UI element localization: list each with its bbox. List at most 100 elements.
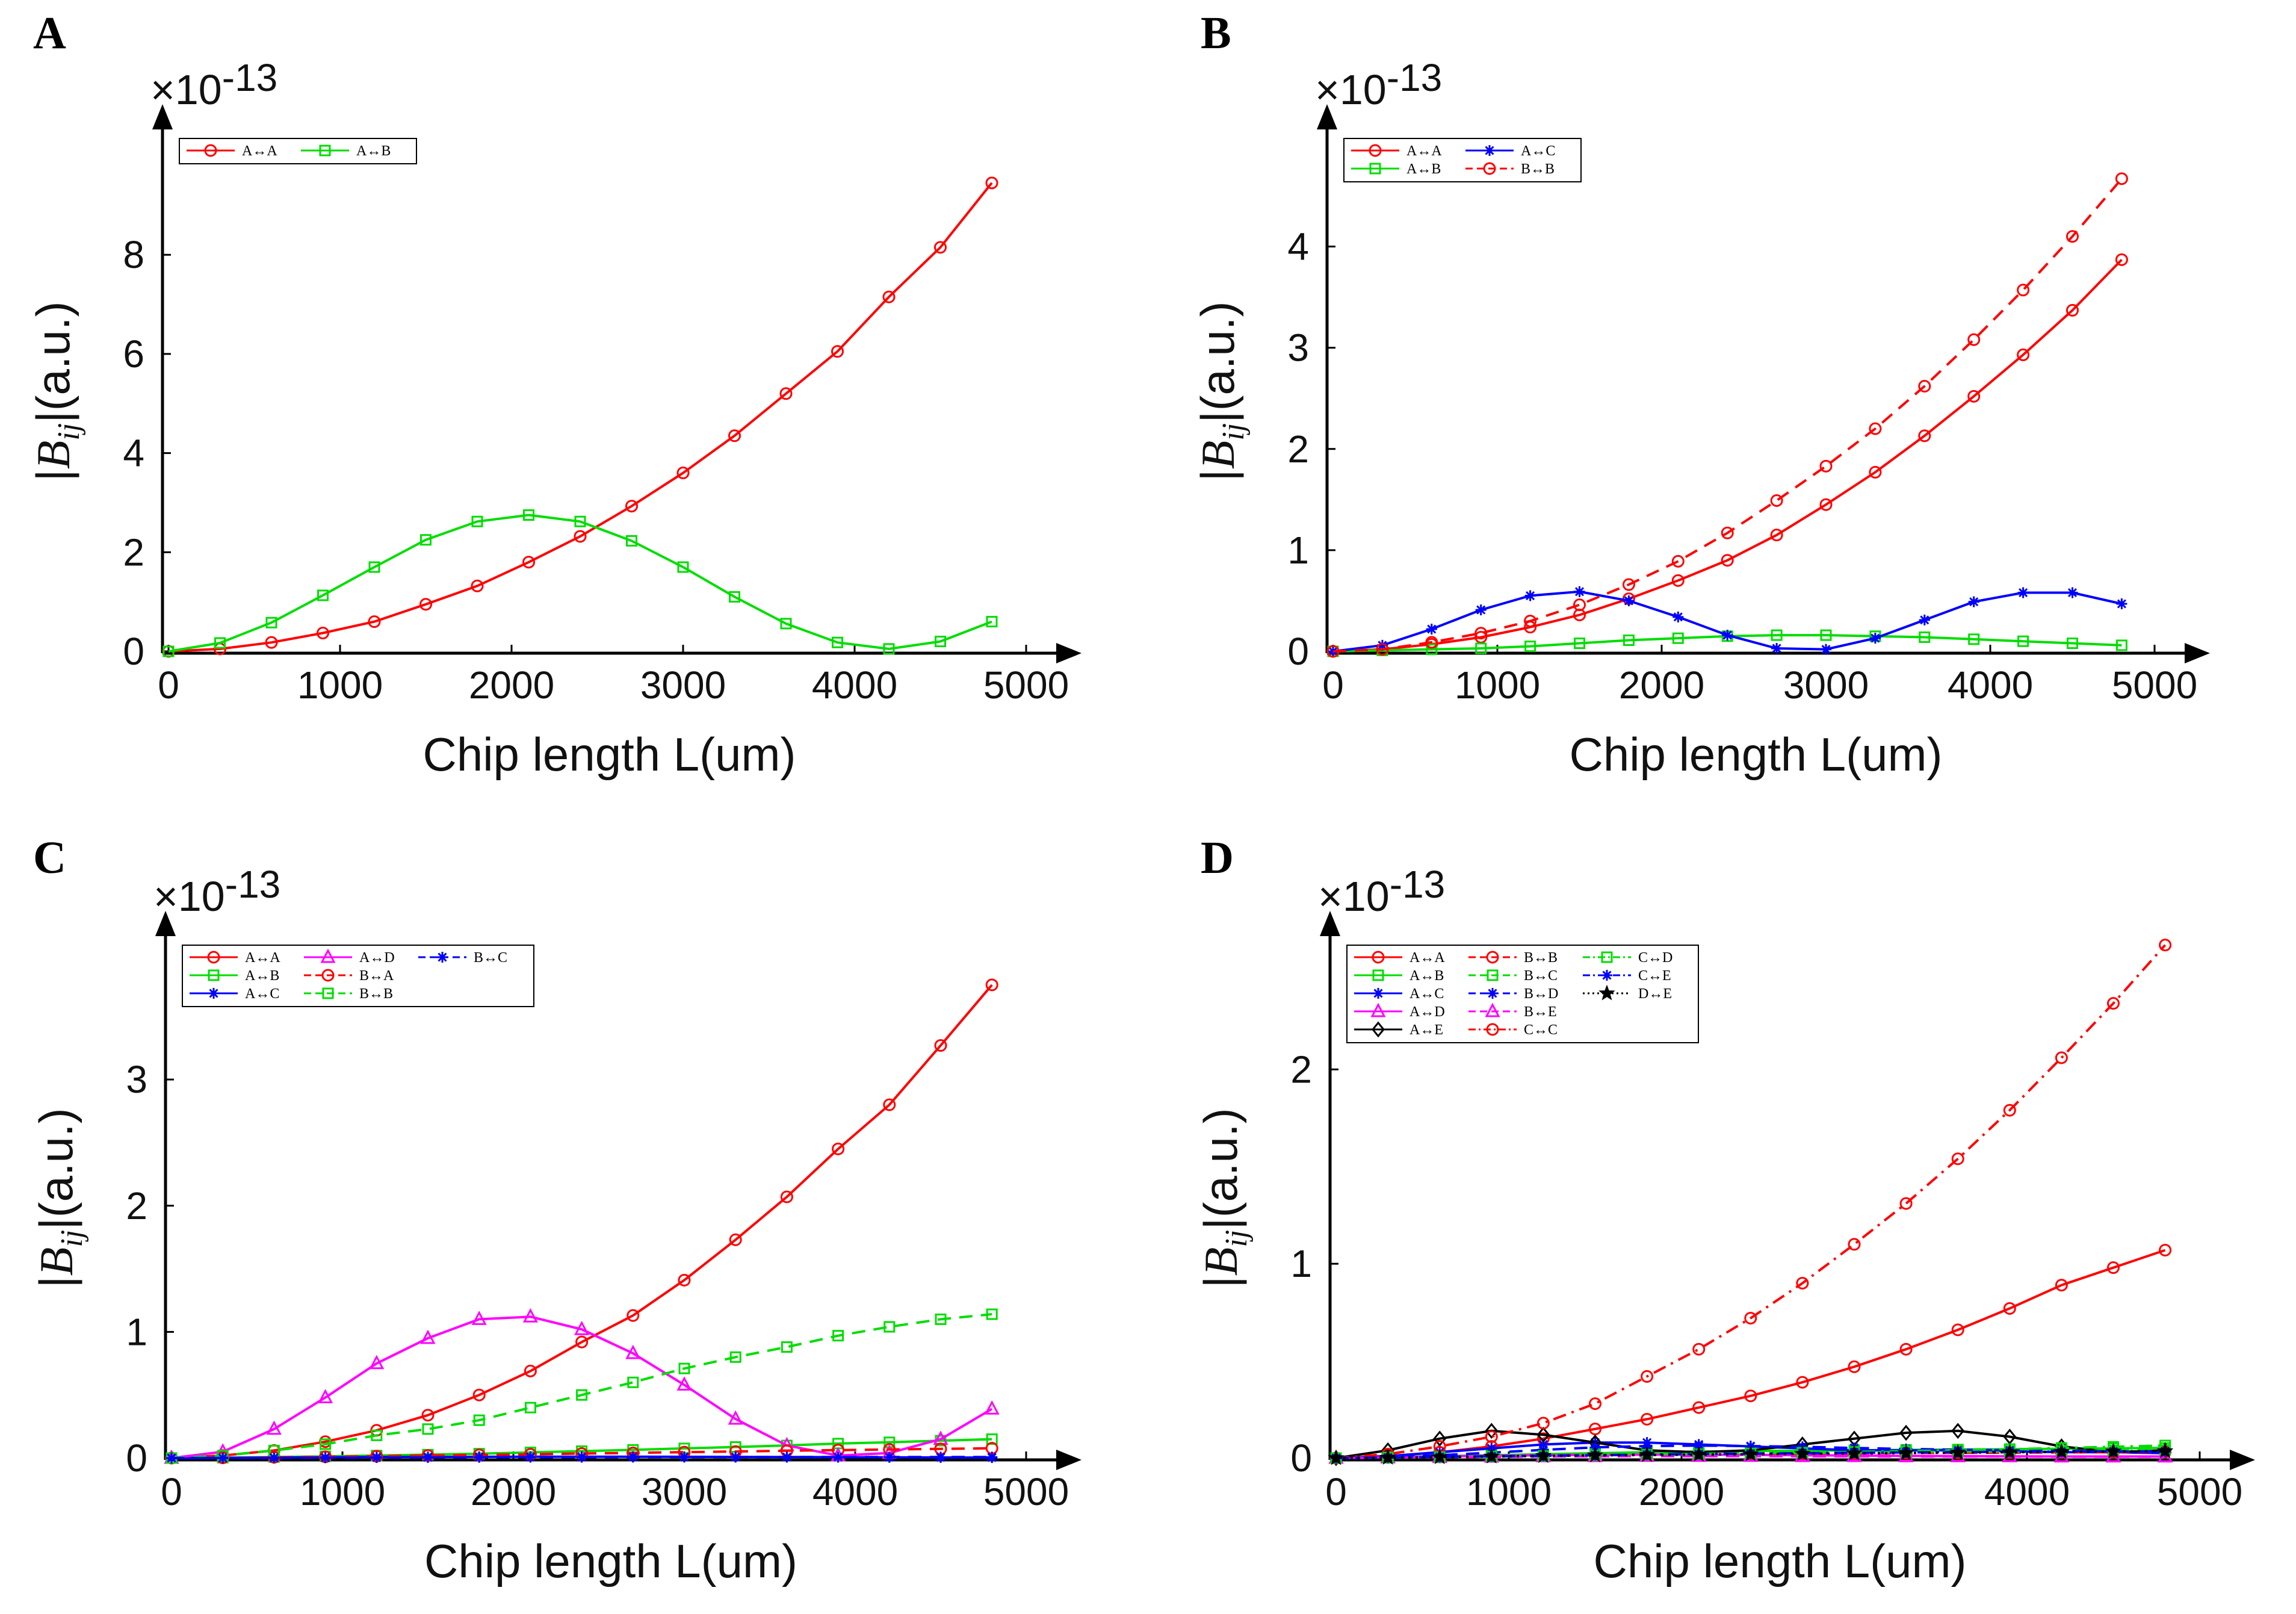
x-axis-label: Chip length L(um) (1594, 1535, 1967, 1588)
legend-item: A↔B (190, 968, 279, 984)
legend-item: A↔C (1354, 986, 1444, 1002)
data-point (832, 1142, 845, 1155)
legend: A↔A A↔B (179, 138, 417, 164)
x-tick-label: 5000 (2112, 663, 2197, 707)
data-point (217, 1452, 229, 1463)
legend-marker (208, 969, 220, 981)
data-point (679, 1451, 690, 1463)
legend-item: D↔E (1583, 984, 1672, 1002)
legend-item: B↔C (1468, 968, 1558, 984)
data-point (2105, 1442, 2122, 1459)
data-point (1968, 633, 1980, 645)
data-point (1692, 1401, 1706, 1414)
data-point (985, 978, 998, 992)
data-point (1770, 529, 1783, 542)
x-tick-label: 2000 (1639, 1470, 1724, 1513)
data-point (320, 1452, 331, 1463)
data-point (317, 589, 329, 601)
legend-label: B↔E (1524, 1004, 1557, 1020)
x-tick-label: 3000 (1783, 663, 1869, 707)
data-point (1426, 644, 1438, 656)
data-point (1623, 595, 1635, 606)
data-point (522, 556, 535, 569)
legend-box (1346, 945, 1699, 1043)
panel-letter: D (1201, 833, 1234, 883)
panel-b: B 0 1000 2000 3000 4000 5000 0 1 2 3 4 ×10-13 Chip le… (1191, 8, 2210, 781)
legend-label: B↔A (359, 968, 394, 984)
exponent-label: ×10-13 (1315, 56, 1442, 113)
legend: A↔A A↔B A↔C B↔B (1343, 138, 1582, 182)
y-tick-label: 4 (1287, 225, 1309, 268)
series-3 (1328, 586, 2127, 657)
data-point (1967, 390, 1981, 403)
data-point (166, 1453, 177, 1463)
panel-a: A 0 1000 2000 3000 4000 5000 0 2 4 6 8 ×10-13 Chip le… (26, 8, 1081, 781)
x-tick-label: 5000 (2157, 1470, 2242, 1513)
data-point (575, 1335, 589, 1349)
data-point (1693, 1440, 1704, 1451)
data-point (368, 561, 380, 573)
data-point (832, 1330, 844, 1342)
legend-item: A↔A (1354, 950, 1445, 966)
x-tick-label: 5000 (983, 663, 1069, 707)
series-13 (1328, 1442, 2174, 1465)
series-line (1332, 178, 2123, 653)
legend-label: A↔D (359, 950, 395, 966)
y-tick-label: 1 (126, 1310, 147, 1353)
legend-marker (1372, 969, 1384, 981)
data-point (627, 1309, 640, 1322)
series-line (1335, 1249, 2166, 1459)
x-tick-label: 1000 (1455, 663, 1540, 707)
data-point (2053, 1443, 2070, 1459)
legend-label: A↔D (1409, 1004, 1445, 1020)
data-point (1671, 574, 1685, 587)
legend-marker (1369, 163, 1381, 175)
x-axis-arrow (1056, 643, 1081, 663)
legend-label: A↔E (1409, 1022, 1443, 1038)
data-point (422, 1451, 433, 1463)
x-tick-label: 2000 (1619, 663, 1704, 707)
exponent-label: ×10-13 (150, 56, 277, 113)
legend-marker (320, 948, 336, 963)
x-tick-label: 4000 (812, 1470, 898, 1513)
data-point (1524, 615, 1537, 628)
data-point (1641, 1440, 1653, 1451)
y-tick-label: 0 (1290, 1436, 1312, 1480)
data-point (1744, 1389, 1757, 1403)
legend-item: A↔E (1354, 1021, 1443, 1038)
data-point (627, 1451, 639, 1463)
data-point (729, 591, 740, 603)
legend-label: A↔B (1406, 161, 1441, 177)
legend-label: B↔B (1521, 161, 1555, 177)
legend-item: A↔B (301, 143, 391, 159)
y-tick-label: 8 (123, 233, 144, 276)
data-point (368, 615, 381, 629)
data-point (472, 1388, 486, 1401)
data-point (2055, 1279, 2068, 1292)
panel-d: D 0 1000 2000 3000 4000 5000 0 1 2 ×10-13 Chip leng… (1194, 833, 2255, 1588)
y-axis-arrow (1320, 911, 1340, 936)
series-line (1332, 259, 2123, 653)
y-tick-label: 6 (123, 332, 144, 376)
data-point (1623, 635, 1635, 647)
exponent-label: ×10-13 (153, 863, 280, 920)
data-point (1326, 645, 1340, 658)
data-point (986, 1308, 998, 1320)
legend-marker (1601, 970, 1612, 981)
y-tick-label: 0 (126, 1436, 147, 1480)
data-point (1951, 1423, 1965, 1439)
legend-item: B↔B (1468, 950, 1558, 966)
data-point (2066, 230, 2079, 243)
x-tick-label: 2000 (471, 1470, 556, 1513)
legend-label: B↔C (474, 950, 507, 966)
legend-item: A↔D (1354, 1002, 1445, 1020)
data-point (1949, 1444, 1966, 1460)
legend: A↔A A↔B A↔C A↔D A↔E B↔B B↔C B↔D B↔E C↔C C↔D C↔E D↔E (1346, 945, 1699, 1043)
data-point (1919, 631, 1931, 643)
x-axis-arrow (1056, 1450, 1081, 1470)
data-point (1899, 1342, 1913, 1356)
data-point (780, 618, 792, 630)
legend-item: A↔C (190, 986, 279, 1002)
series-line (168, 514, 992, 653)
legend-item: B↔B (1465, 161, 1555, 177)
